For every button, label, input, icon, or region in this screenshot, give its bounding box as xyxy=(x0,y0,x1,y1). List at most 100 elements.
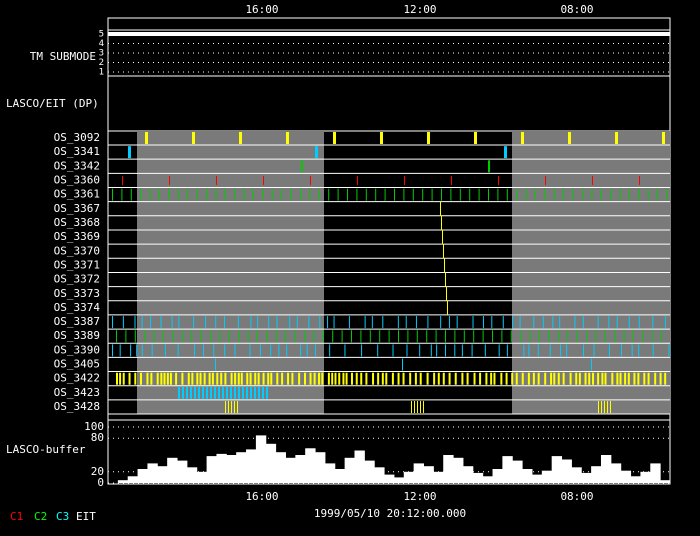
event xyxy=(171,316,173,329)
event xyxy=(583,344,585,357)
event xyxy=(608,316,610,329)
event xyxy=(160,316,162,329)
event xyxy=(537,344,539,357)
event xyxy=(369,330,371,343)
event xyxy=(549,344,551,357)
event xyxy=(444,258,445,273)
event xyxy=(548,330,550,343)
event xyxy=(398,330,399,343)
event xyxy=(144,330,146,343)
event xyxy=(488,160,490,173)
buffer-bar xyxy=(255,435,267,483)
event xyxy=(191,372,194,385)
event xyxy=(591,188,593,201)
buffer-bar xyxy=(462,466,474,483)
event xyxy=(296,316,298,329)
event xyxy=(426,330,428,343)
event xyxy=(257,330,258,343)
event xyxy=(313,330,315,343)
buffer-tick-label: 100 xyxy=(84,420,104,433)
event xyxy=(266,330,268,343)
event xyxy=(344,344,346,357)
bottom-time-label: 08:00 xyxy=(560,490,593,503)
event xyxy=(623,330,625,343)
event xyxy=(365,372,368,385)
event xyxy=(224,344,226,357)
event xyxy=(388,330,390,343)
buffer-bar xyxy=(117,480,129,483)
event xyxy=(268,316,270,329)
bottom-time-label: 12:00 xyxy=(403,490,436,503)
event xyxy=(298,372,301,385)
event xyxy=(559,316,561,329)
event xyxy=(194,344,196,357)
row-label: OS_3370 xyxy=(54,244,100,257)
event xyxy=(473,372,476,385)
event xyxy=(542,316,544,329)
event xyxy=(125,330,127,343)
event xyxy=(563,188,565,201)
event xyxy=(584,372,587,385)
buffer-bar xyxy=(167,457,178,483)
event xyxy=(193,316,195,329)
event xyxy=(262,386,264,399)
row-label: OS_3342 xyxy=(54,159,100,172)
tm-tick-label: 4 xyxy=(99,39,104,49)
event xyxy=(619,372,622,385)
event xyxy=(414,401,415,414)
event xyxy=(423,401,424,414)
tm-submode-label: TM SUBMODE xyxy=(30,50,96,63)
event xyxy=(347,188,348,201)
event xyxy=(309,188,311,201)
buffer-bar xyxy=(620,470,632,483)
event xyxy=(492,330,493,343)
event xyxy=(451,175,452,185)
event xyxy=(501,330,503,343)
event xyxy=(281,188,283,201)
buffer-bar xyxy=(551,456,563,483)
row-label: OS_3405 xyxy=(54,358,100,371)
buffer-bar xyxy=(196,471,208,483)
buffer-bar xyxy=(157,466,168,483)
event xyxy=(250,316,252,329)
event xyxy=(238,330,240,343)
event xyxy=(112,344,113,357)
event xyxy=(454,344,456,357)
event xyxy=(303,372,306,385)
event xyxy=(240,372,243,385)
event xyxy=(528,344,530,357)
event xyxy=(512,316,514,329)
event xyxy=(668,344,670,357)
event xyxy=(177,344,179,357)
event xyxy=(578,372,581,385)
event xyxy=(537,372,540,385)
event xyxy=(169,175,170,185)
event xyxy=(206,386,208,399)
event xyxy=(275,330,277,343)
event xyxy=(638,344,640,357)
event xyxy=(276,372,279,385)
event xyxy=(315,146,318,159)
event xyxy=(141,344,143,357)
timestamp: 1999/05/10 20:12:00.000 xyxy=(314,507,466,520)
event xyxy=(616,316,618,329)
event xyxy=(593,344,595,357)
tm-tick-label: 3 xyxy=(99,49,104,59)
buffer-bar xyxy=(226,455,237,483)
event xyxy=(128,146,131,159)
event xyxy=(234,188,236,201)
event xyxy=(469,188,471,201)
event xyxy=(664,372,667,385)
buffer-bar xyxy=(364,460,375,483)
event xyxy=(595,330,597,343)
event xyxy=(440,316,442,329)
event xyxy=(447,300,448,315)
event xyxy=(214,386,216,399)
event xyxy=(266,386,268,399)
event xyxy=(361,344,363,357)
event xyxy=(246,386,248,399)
event xyxy=(333,132,336,144)
event xyxy=(592,372,595,385)
event xyxy=(119,372,122,385)
